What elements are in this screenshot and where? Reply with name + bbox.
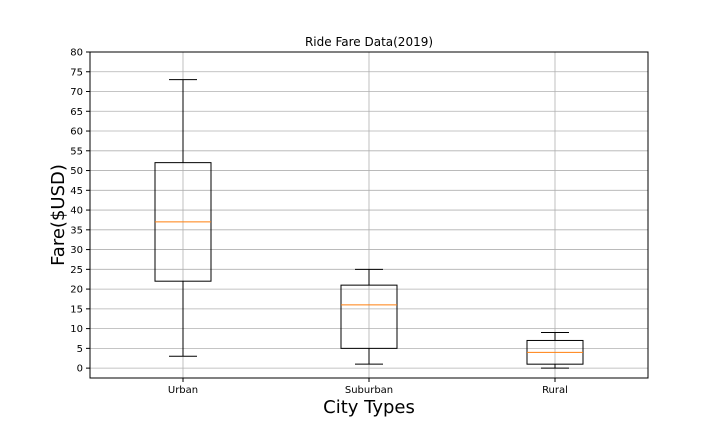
x-tick-label-rural: Rural <box>542 385 568 396</box>
y-tick-label: 70 <box>70 87 83 98</box>
x-axis-label: City Types <box>323 397 415 418</box>
box-suburban <box>340 268 398 365</box>
y-tick-label: 15 <box>70 304 83 315</box>
y-axis-ticks: 0 5 10 15 20 25 30 35 40 45 50 55 60 65 70 75 80 <box>70 48 90 375</box>
iqr-box <box>340 284 398 349</box>
x-axis-ticks: Urban Suburban Rural <box>168 378 568 396</box>
y-tick-label: 5 <box>77 344 83 355</box>
y-tick-label: 45 <box>70 186 83 197</box>
y-axis-label: Fare($USD) <box>48 164 69 266</box>
grid <box>90 51 648 378</box>
boxes <box>154 79 584 369</box>
x-tick-label-suburban: Suburban <box>345 385 393 396</box>
y-tick-label: 55 <box>70 146 83 157</box>
y-tick-label: 35 <box>70 225 83 236</box>
box-rural <box>526 332 584 369</box>
y-tick-label: 80 <box>70 48 83 59</box>
y-tick-label: 75 <box>70 67 83 78</box>
y-tick-label: 50 <box>70 166 83 177</box>
y-tick-label: 30 <box>70 245 83 256</box>
y-tick-label: 20 <box>70 285 83 296</box>
x-tick-label-urban: Urban <box>168 385 198 396</box>
y-tick-label: 60 <box>70 127 83 138</box>
y-tick-label: 25 <box>70 265 83 276</box>
box-urban <box>154 79 212 357</box>
y-tick-label: 40 <box>70 206 83 217</box>
y-tick-label: 0 <box>77 364 83 375</box>
y-tick-label: 10 <box>70 324 83 335</box>
y-tick-label: 65 <box>70 107 83 118</box>
chart-title: Ride Fare Data(2019) <box>305 35 433 49</box>
